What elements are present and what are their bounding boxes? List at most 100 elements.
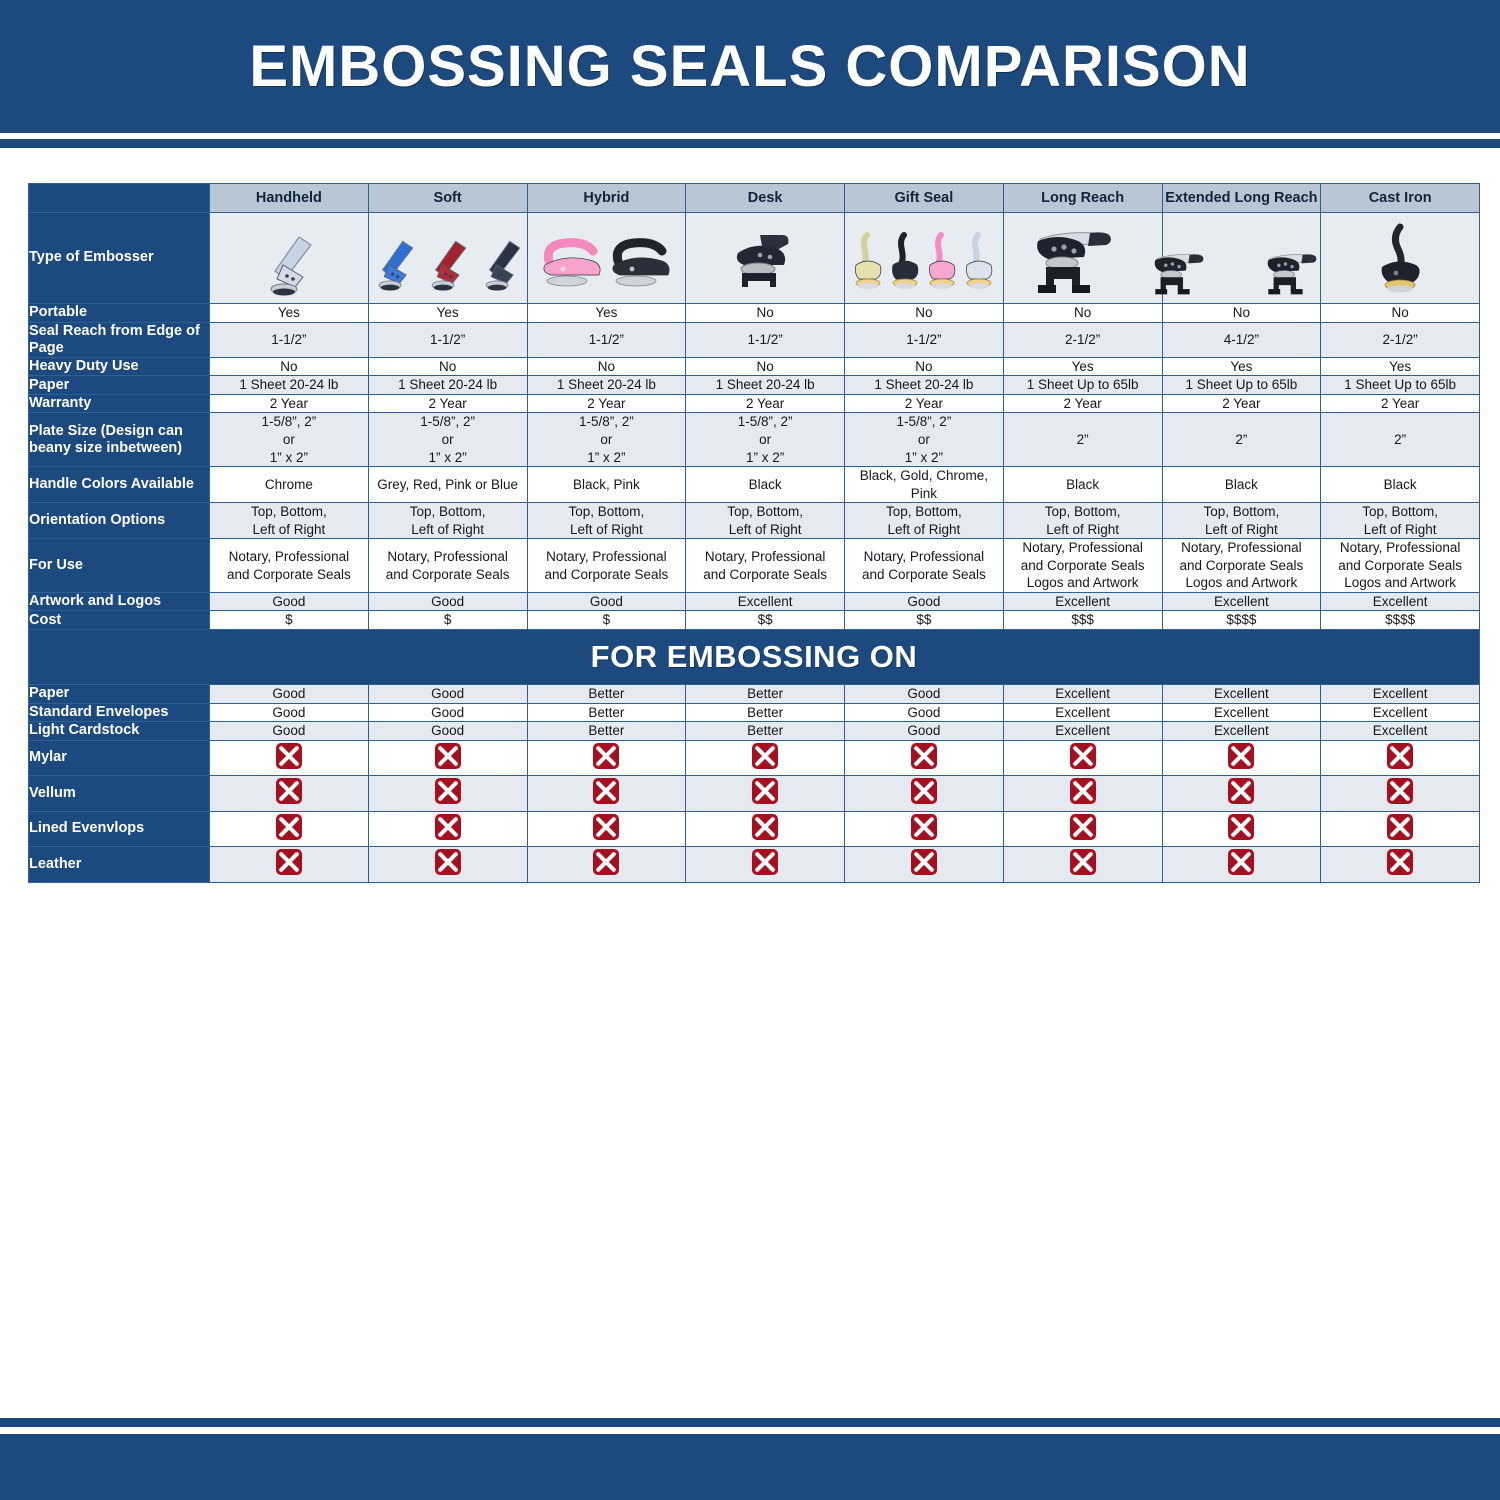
cell-long_reach: No: [1003, 304, 1162, 322]
cell-cast_iron: 2-1/2”: [1321, 322, 1479, 357]
cell-handheld: 1-5/8”, 2” or 1” x 2”: [210, 413, 368, 467]
table-body-section-banner: FOR EMBOSSING ON: [29, 629, 1479, 684]
cell-handheld: Yes: [210, 304, 368, 322]
column-header-desk[interactable]: Desk: [686, 184, 844, 212]
not-supported-x-icon: [591, 847, 621, 877]
not-supported-x-icon: [1385, 847, 1415, 877]
cell-handheld: Top, Bottom, Left of Right: [210, 503, 368, 539]
cell-soft: [368, 847, 527, 882]
cell-soft: Yes: [368, 304, 527, 322]
cell-ext_long: No: [1162, 304, 1321, 322]
cell-long_reach: Excellent: [1003, 722, 1162, 740]
cell-hybrid: Better: [527, 684, 686, 703]
not-supported-x-icon: [1226, 812, 1256, 842]
cell-handheld: 2 Year: [210, 394, 368, 413]
row-label-portable: Portable: [29, 304, 209, 322]
cell-ext_long: 1 Sheet Up to 65lb: [1162, 376, 1321, 394]
row-label-orientation-options: Orientation Options: [29, 503, 209, 539]
table-row: Standard Envelopes Good Good Better Better Go…: [29, 703, 1479, 722]
cell-gift_seal: Black, Gold, Chrome, Pink: [845, 467, 1003, 503]
embosser-image-cell-gift_seal: [845, 213, 1003, 303]
column-header-gift_seal[interactable]: Gift Seal: [845, 184, 1003, 212]
cell-handheld: 1 Sheet 20-24 lb: [210, 376, 368, 394]
cell-cast_iron: Yes: [1321, 357, 1479, 376]
cell-cast_iron: $$$$: [1321, 611, 1479, 629]
section-banner-for-embossing-on: FOR EMBOSSING ON: [29, 629, 1479, 684]
cell-handheld: $: [210, 611, 368, 629]
cell-gift_seal: $$: [845, 611, 1003, 629]
cell-hybrid: Notary, Professional and Corporate Seals: [527, 539, 686, 592]
cell-gift_seal: No: [845, 304, 1003, 322]
embosser-image-cell-ext_long: [1154, 213, 1321, 303]
cell-gift_seal: 1-1/2”: [845, 322, 1003, 357]
cell-desk: [686, 740, 844, 776]
cell-desk: Notary, Professional and Corporate Seals: [686, 539, 844, 592]
cell-hybrid: 1-1/2”: [527, 322, 686, 357]
cell-hybrid: 1 Sheet 20-24 lb: [527, 376, 686, 394]
column-header-hybrid[interactable]: Hybrid: [527, 184, 686, 212]
column-header-long_reach[interactable]: Long Reach: [1003, 184, 1162, 212]
cell-cast_iron: Excellent: [1321, 684, 1479, 703]
row-label-light-cardstock: Light Cardstock: [29, 722, 209, 740]
header-divider-rule: [0, 139, 1500, 148]
cell-desk: No: [686, 304, 844, 322]
cell-ext_long: 2”: [1162, 413, 1321, 467]
not-supported-x-icon: [1068, 812, 1098, 842]
row-label-for-use: For Use: [29, 539, 209, 592]
cell-long_reach: 2 Year: [1003, 394, 1162, 413]
embosser-image-cell-soft: [368, 213, 527, 303]
cell-ext_long: Black: [1162, 467, 1321, 503]
cell-ext_long: Yes: [1162, 357, 1321, 376]
cell-cast_iron: 2 Year: [1321, 394, 1479, 413]
not-supported-x-icon: [591, 812, 621, 842]
column-header-cast_iron[interactable]: Cast Iron: [1321, 184, 1479, 212]
column-header-ext_long[interactable]: Extended Long Reach: [1162, 184, 1321, 212]
table-row: Artwork and Logos Good Good Good Excellent Go…: [29, 592, 1479, 611]
handheld-embosser-icon: [210, 213, 368, 303]
cell-handheld: [210, 811, 368, 847]
row-label-paper: Paper: [29, 376, 209, 394]
cell-soft: 1 Sheet 20-24 lb: [368, 376, 527, 394]
cell-desk: Top, Bottom, Left of Right: [686, 503, 844, 539]
row-label-warranty: Warranty: [29, 394, 209, 413]
not-supported-x-icon: [274, 741, 304, 771]
desk-embosser-icon: [686, 213, 844, 303]
cell-ext_long: Excellent: [1162, 684, 1321, 703]
table-row: Plate Size (Design can beany size inbetw…: [29, 413, 1479, 467]
not-supported-x-icon: [1226, 741, 1256, 771]
cell-handheld: Good: [210, 684, 368, 703]
cell-hybrid: Black, Pink: [527, 467, 686, 503]
section-banner-row: FOR EMBOSSING ON: [29, 629, 1479, 684]
not-supported-x-icon: [1226, 847, 1256, 877]
cell-handheld: 1-1/2”: [210, 322, 368, 357]
cell-ext_long: Top, Bottom, Left of Right: [1162, 503, 1321, 539]
embosser-image-cell-desk: [686, 213, 844, 303]
cell-desk: 1-5/8”, 2” or 1” x 2”: [686, 413, 844, 467]
not-supported-x-icon: [591, 776, 621, 806]
row-label-heavy-duty-use: Heavy Duty Use: [29, 357, 209, 376]
column-header-handheld[interactable]: Handheld: [210, 184, 368, 212]
cell-cast_iron: Excellent: [1321, 592, 1479, 611]
cell-handheld: [210, 847, 368, 882]
footer-divider-rule: [0, 1418, 1500, 1427]
cell-cast_iron: Notary, Professional and Corporate Seals L…: [1321, 539, 1479, 592]
cell-long_reach: Excellent: [1003, 703, 1162, 722]
not-supported-x-icon: [750, 847, 780, 877]
cell-ext_long: Excellent: [1162, 722, 1321, 740]
cell-long_reach: Notary, Professional and Corporate Seals L…: [1003, 539, 1162, 592]
row-label-artwork-and-logos: Artwork and Logos: [29, 592, 209, 611]
extended-long-reach-embosser-icon: [1154, 213, 1321, 303]
table-body-embossing: Paper Good Good Better Better Good Excellent Ex…: [29, 684, 1479, 882]
hybrid-embosser-icon: [528, 213, 686, 303]
cell-cast_iron: Black: [1321, 467, 1479, 503]
long-reach-embosser-icon: [1004, 213, 1162, 303]
embossing-seals-comparison-table: Handheld Soft Hybrid Desk Gift Seal Long Reac…: [28, 183, 1480, 883]
cell-cast_iron: [1321, 811, 1479, 847]
not-supported-x-icon: [909, 812, 939, 842]
row-label-plate-size-design-can-beany-size-inbetween: Plate Size (Design can beany size inbetw…: [29, 413, 209, 467]
cell-soft: [368, 776, 527, 811]
cell-hybrid: [527, 847, 686, 882]
embosser-image-cell-long_reach: [1003, 213, 1162, 303]
column-header-soft[interactable]: Soft: [368, 184, 527, 212]
cell-gift_seal: [845, 847, 1003, 882]
